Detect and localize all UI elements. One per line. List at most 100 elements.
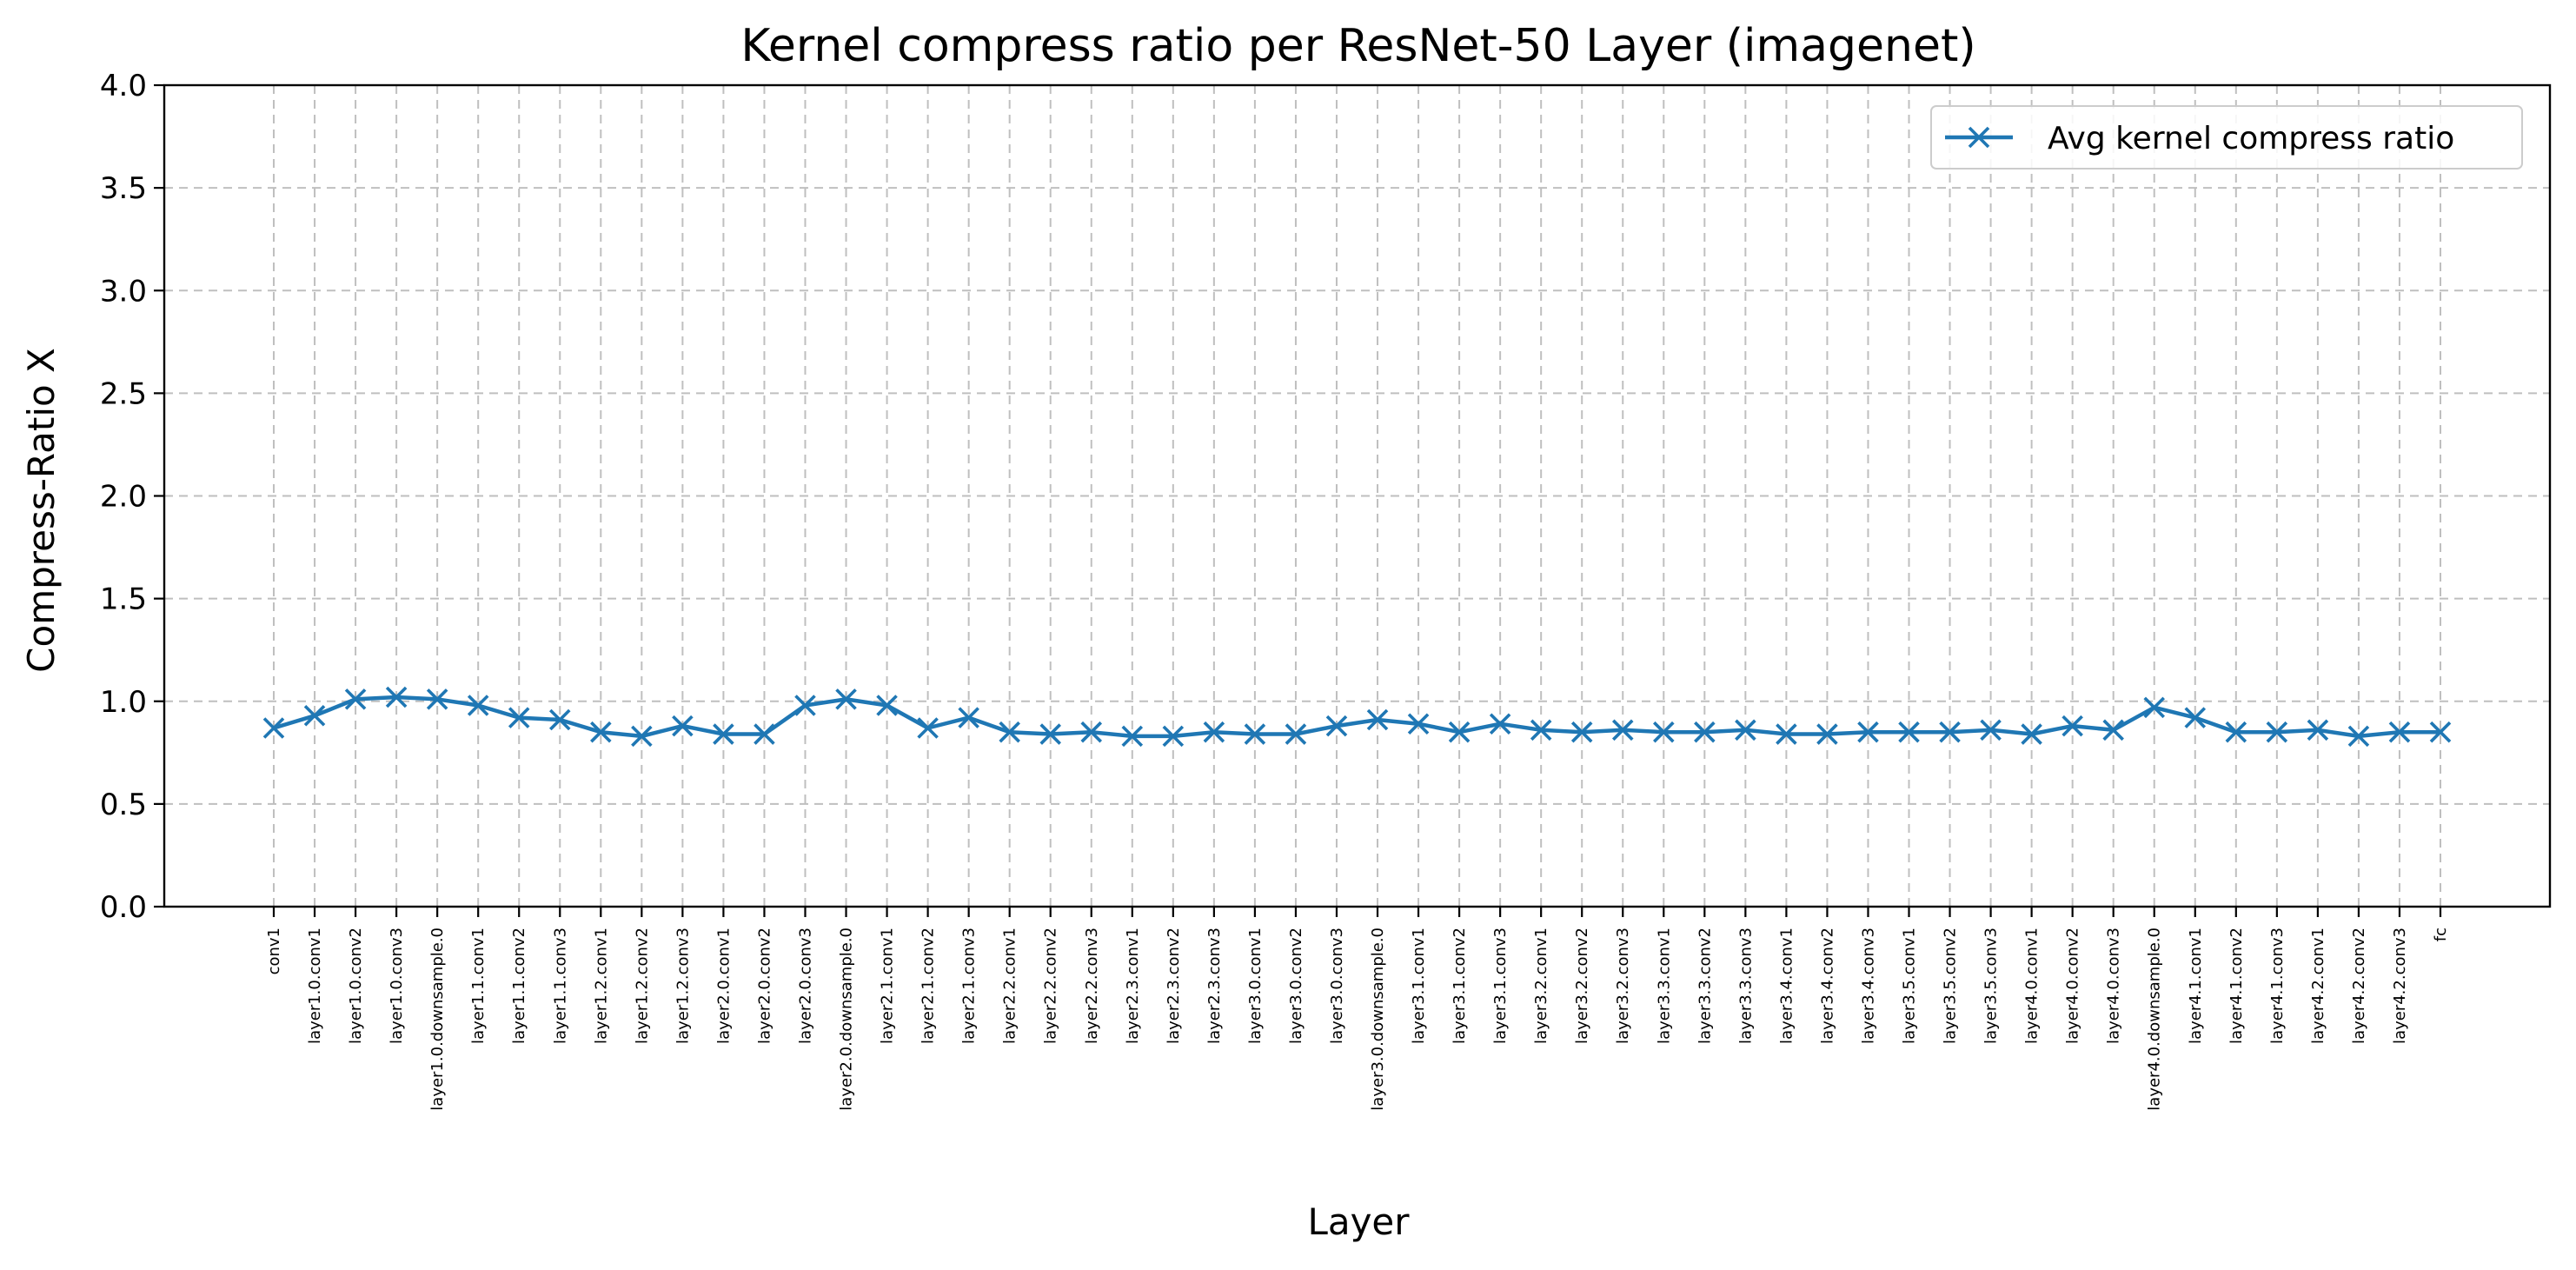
x-tick-label: conv1 — [265, 928, 283, 974]
data-point-marker — [426, 688, 448, 710]
x-tick-label: fc — [2432, 928, 2450, 941]
x-tick-label: layer4.1.conv2 — [2227, 928, 2246, 1044]
x-tick-label: layer2.2.conv3 — [1083, 928, 1101, 1044]
data-point-marker — [2388, 721, 2411, 743]
x-tick-label: layer4.2.conv3 — [2391, 928, 2409, 1044]
x-tick-label: layer4.2.conv2 — [2350, 928, 2368, 1044]
data-point-marker — [754, 723, 775, 745]
x-tick-label: layer1.1.conv2 — [510, 928, 528, 1044]
x-tick-label: layer3.3.conv2 — [1696, 928, 1714, 1044]
data-point-marker — [1080, 721, 1103, 743]
data-point-marker — [1857, 721, 1879, 743]
data-point-marker — [1530, 719, 1552, 741]
data-point-marker — [1570, 721, 1593, 743]
x-tick-label: layer1.0.conv2 — [347, 928, 365, 1044]
data-point-marker — [2266, 721, 2288, 743]
x-tick-label: layer2.1.conv2 — [920, 928, 938, 1044]
grid-layer — [164, 85, 2550, 907]
data-point-marker — [385, 686, 408, 708]
x-tick-label: layer2.3.conv1 — [1124, 928, 1142, 1044]
data-point-marker — [590, 721, 612, 743]
x-tick-label: layer3.4.conv3 — [1859, 928, 1877, 1044]
x-tick-label: layer3.3.conv3 — [1736, 928, 1755, 1044]
data-point-marker — [1407, 713, 1430, 735]
x-tick-label: layer1.2.conv1 — [592, 928, 610, 1044]
data-point-marker — [999, 721, 1020, 743]
x-tick-label: layer3.4.conv2 — [1818, 928, 1836, 1044]
data-point-marker — [1898, 721, 1920, 743]
x-tick-label: layer2.3.conv2 — [1165, 928, 1183, 1044]
data-point-marker — [1694, 721, 1716, 743]
x-tick-label: layer4.1.conv3 — [2268, 928, 2287, 1044]
x-tick-label: layer3.5.conv1 — [1901, 928, 1919, 1044]
data-point-marker — [2061, 715, 2083, 737]
x-tick-label: layer3.2.conv3 — [1614, 928, 1632, 1044]
x-tick-label: layer3.5.conv2 — [1942, 928, 1960, 1044]
y-tick-label: 2.0 — [100, 480, 147, 515]
x-tick-label: layer2.1.conv1 — [879, 928, 897, 1044]
data-point-marker — [1980, 719, 2002, 741]
data-point-marker — [672, 715, 694, 737]
data-point-marker — [876, 695, 898, 716]
legend-frame — [1930, 105, 2523, 170]
data-point-marker — [1653, 721, 1675, 743]
x-tick-label: layer2.0.downsample.0 — [838, 928, 856, 1111]
data-point-marker — [2021, 723, 2042, 745]
data-point-marker — [262, 717, 285, 739]
data-point-marker — [1735, 719, 1756, 741]
y-tick-label: 0.5 — [100, 788, 147, 822]
data-point-marker — [508, 707, 530, 728]
data-point-marker — [794, 695, 816, 716]
x-tick-label: layer1.0.conv1 — [306, 928, 324, 1044]
x-tick-label: layer1.0.downsample.0 — [428, 928, 447, 1111]
x-tick-label: layer3.0.conv3 — [1328, 928, 1346, 1044]
data-point-marker — [1121, 725, 1144, 748]
x-axis-ticks: conv1 layer1.0.conv1 layer1.0.conv2 layer1.… — [265, 907, 2450, 1111]
y-tick-label: 2.5 — [100, 376, 147, 411]
y-axis-label: Compress-Ratio X — [20, 348, 63, 673]
x-tick-label: layer1.0.conv3 — [388, 928, 406, 1044]
data-point-marker — [2225, 721, 2247, 743]
x-tick-label: layer3.3.conv1 — [1655, 928, 1673, 1044]
data-point-marker — [2184, 707, 2207, 728]
data-point-marker — [1203, 721, 1225, 743]
x-tick-label: layer1.1.conv3 — [551, 928, 569, 1044]
series-layer — [262, 686, 2452, 748]
x-tick-label: layer3.1.conv1 — [1410, 928, 1428, 1044]
data-point-marker — [2347, 725, 2370, 748]
data-point-marker — [1325, 715, 1348, 737]
data-point-marker — [713, 723, 734, 745]
data-point-marker — [467, 695, 489, 716]
x-tick-label: layer2.1.conv3 — [960, 928, 979, 1044]
data-point-marker — [344, 688, 367, 710]
x-tick-label: layer3.2.conv2 — [1573, 928, 1591, 1044]
y-tick-label: 3.0 — [100, 274, 147, 309]
data-point-marker — [631, 725, 653, 748]
data-point-marker — [2102, 719, 2124, 741]
x-axis-label: Layer — [1307, 1200, 1410, 1243]
x-tick-label: layer4.0.conv1 — [2023, 928, 2042, 1044]
x-tick-label: layer3.0.conv2 — [1287, 928, 1305, 1044]
data-point-marker — [1285, 723, 1307, 745]
chart-title: Kernel compress ratio per ResNet-50 Laye… — [740, 20, 1975, 72]
x-tick-label: layer4.0.conv2 — [2064, 928, 2082, 1044]
x-tick-label: layer3.0.downsample.0 — [1369, 928, 1387, 1111]
data-point-marker — [2307, 719, 2329, 741]
x-tick-label: layer2.3.conv3 — [1205, 928, 1224, 1044]
x-tick-label: layer4.0.conv3 — [2105, 928, 2123, 1044]
x-tick-label: layer1.2.conv3 — [674, 928, 692, 1044]
data-point-marker — [1611, 719, 1634, 741]
data-point-marker — [1448, 721, 1471, 743]
data-point-marker — [958, 707, 979, 728]
x-tick-label: layer1.1.conv1 — [469, 928, 488, 1044]
x-tick-label: layer3.4.conv1 — [1777, 928, 1796, 1044]
data-point-marker — [835, 688, 857, 710]
data-point-marker — [1162, 725, 1185, 748]
x-tick-label: layer2.0.conv3 — [796, 928, 814, 1044]
x-tick-label: layer2.0.conv1 — [714, 928, 733, 1044]
data-point-marker — [1489, 713, 1511, 735]
x-tick-label: layer2.2.conv2 — [1042, 928, 1060, 1044]
x-tick-label: layer3.0.conv1 — [1246, 928, 1265, 1044]
